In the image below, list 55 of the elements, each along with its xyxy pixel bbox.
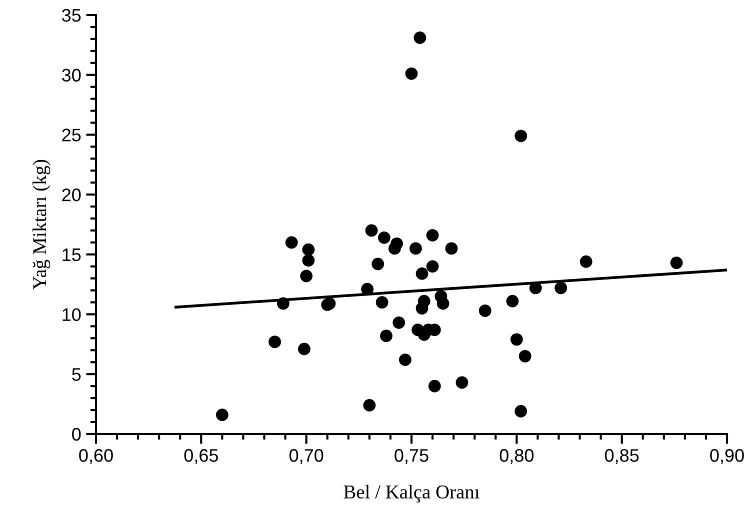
point bbox=[510, 333, 523, 346]
point bbox=[416, 267, 428, 280]
point bbox=[529, 282, 542, 294]
x-tick-label: 0,65 bbox=[184, 449, 218, 464]
x-tick-label: 0,90 bbox=[710, 449, 744, 464]
point bbox=[300, 270, 313, 282]
point bbox=[365, 224, 378, 237]
point bbox=[514, 405, 528, 418]
x-tick-label: 0,85 bbox=[604, 449, 639, 464]
point bbox=[405, 67, 418, 80]
y-tick-label: 35 bbox=[62, 8, 81, 22]
point bbox=[478, 304, 492, 317]
point bbox=[392, 316, 406, 329]
y-tick-label: 20 bbox=[62, 188, 81, 202]
point bbox=[298, 342, 310, 356]
point bbox=[302, 254, 315, 267]
point bbox=[506, 294, 519, 308]
point bbox=[436, 297, 450, 310]
point bbox=[514, 130, 528, 142]
point bbox=[390, 237, 403, 250]
point bbox=[378, 231, 390, 244]
point bbox=[670, 256, 683, 270]
x-tick-label: 0,75 bbox=[394, 449, 428, 464]
y-tick-label: 10 bbox=[62, 308, 81, 322]
point bbox=[268, 336, 281, 348]
point bbox=[216, 408, 228, 422]
y-tick-label: 5 bbox=[72, 368, 81, 381]
point bbox=[426, 229, 439, 242]
y-tick-label: 15 bbox=[62, 248, 81, 262]
point bbox=[518, 350, 532, 362]
point bbox=[380, 330, 392, 342]
x-axis-title: Bel / Kalça Oranı bbox=[344, 484, 480, 502]
x-tick-label: 0,80 bbox=[500, 449, 534, 464]
point bbox=[554, 282, 568, 294]
point bbox=[276, 297, 290, 310]
point bbox=[398, 354, 412, 366]
point bbox=[414, 32, 426, 44]
point bbox=[376, 296, 388, 309]
point bbox=[285, 236, 298, 249]
point bbox=[302, 243, 315, 256]
y-tick-label: 0 bbox=[72, 428, 81, 441]
x-tick-label: 0,60 bbox=[79, 449, 113, 464]
point bbox=[456, 376, 468, 389]
point bbox=[409, 242, 422, 255]
point bbox=[428, 380, 441, 392]
point bbox=[580, 255, 592, 268]
point bbox=[418, 294, 430, 308]
point bbox=[363, 399, 376, 412]
point bbox=[426, 260, 439, 273]
point bbox=[372, 258, 384, 270]
x-tick-label: 0,70 bbox=[289, 449, 324, 464]
y-tick-label: 30 bbox=[62, 68, 81, 82]
y-tick-label: 25 bbox=[62, 128, 81, 142]
y-axis-title: Yağ Miktarı (kg) bbox=[32, 160, 50, 290]
point bbox=[445, 242, 458, 255]
